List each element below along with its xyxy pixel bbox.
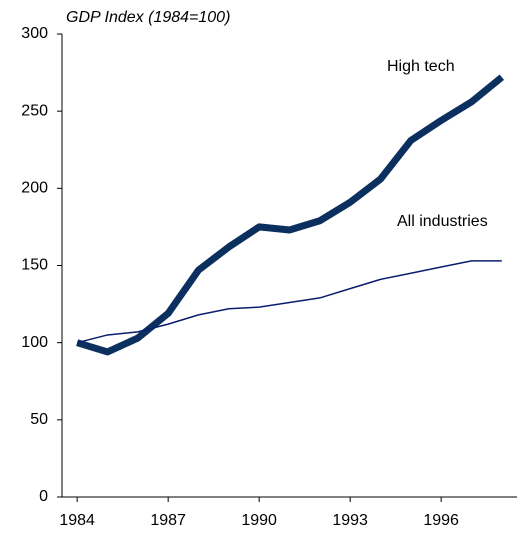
x-tick-label: 1993 <box>332 512 368 529</box>
x-tick-label: 1996 <box>423 512 459 529</box>
x-tick-label: 1984 <box>59 512 95 529</box>
y-tick-label: 300 <box>21 25 48 42</box>
y-tick-label: 250 <box>21 102 48 119</box>
y-tick-label: 150 <box>21 257 48 274</box>
x-tick-label: 1990 <box>241 512 277 529</box>
y-tick-label: 0 <box>39 488 48 505</box>
series-label: High tech <box>387 58 455 75</box>
series-label: All industries <box>397 213 488 230</box>
y-tick-label: 100 <box>21 334 48 351</box>
y-tick-label: 50 <box>30 411 48 428</box>
chart-title: GDP Index (1984=100) <box>66 9 230 26</box>
series-line <box>76 260 502 344</box>
y-tick-label: 200 <box>21 180 48 197</box>
x-tick-label: 1987 <box>150 512 186 529</box>
